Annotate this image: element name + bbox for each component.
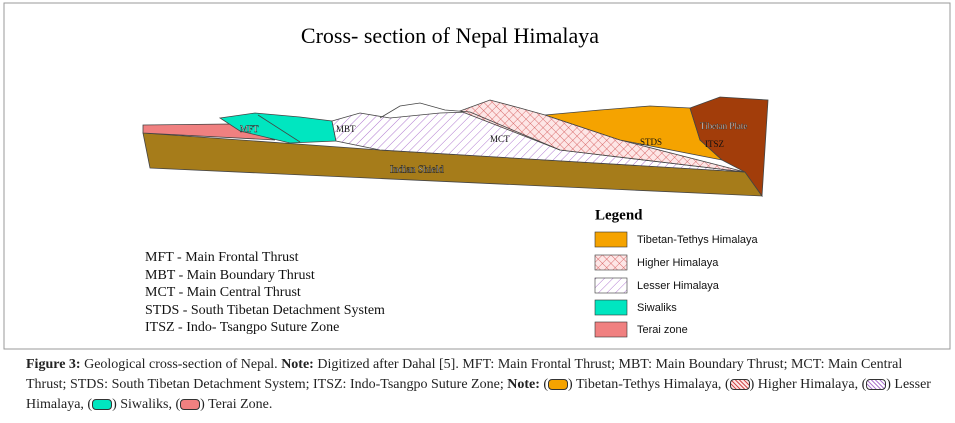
fault-line (257, 114, 301, 143)
abbreviation: STDS - South Tibetan Detachment System (145, 303, 385, 318)
fault-line (469, 111, 561, 151)
legend-label: Higher Himalaya (637, 257, 719, 269)
caption-key: ( ) Siwaliks, (87, 397, 172, 412)
section-label: STDS (640, 137, 662, 147)
caption-icon (180, 399, 201, 411)
tibetan-plate (689, 96, 769, 198)
legend-swatch (594, 277, 628, 294)
caption-key: ( ) Tibetan-Tethys Himalaya, (543, 377, 721, 392)
caption-icon (548, 379, 569, 391)
caption-text: Geological cross-section of Nepal. (84, 357, 278, 372)
figure-border (3, 2, 951, 350)
caption-key: ( ) Terai Zone. (175, 397, 272, 412)
legend-label: Lesser Himalaya (637, 280, 720, 292)
caption-key-text: ( (543, 377, 549, 392)
mountain-outline (379, 102, 471, 119)
caption-key-text: ( (175, 397, 181, 412)
abbreviation: MCT - Main Central Thrust (145, 285, 301, 300)
legend-label: Tibetan-Tethys Himalaya (637, 234, 759, 246)
caption-key: () Lesser Himalaya, (26, 377, 931, 412)
section-label: MCT (490, 134, 510, 144)
caption-icon (866, 379, 887, 391)
section-label: MBT (336, 124, 356, 134)
caption-icon (92, 399, 113, 411)
section-label: ITSZ (705, 139, 724, 149)
section-label: Tibetan Plate (700, 121, 747, 131)
legend-label: Siwaliks (637, 302, 677, 314)
caption-key-text: ( (861, 377, 867, 392)
caption-key-text: ) Lesser Himalaya, (26, 377, 931, 412)
legend-title: Legend (595, 207, 643, 223)
terai-zone (142, 123, 276, 141)
legend-label: Terai zone (637, 324, 688, 336)
caption-key-text: ) Terai Zone. (200, 397, 273, 412)
title: Cross- section of Nepal Himalaya (301, 23, 599, 48)
caption-label: Figure 3: (26, 357, 81, 372)
legend: Legend Tibetan-Tethys Himalaya Higher Hi… (594, 207, 759, 338)
abbreviation: MBT - Main Boundary Thrust (145, 268, 315, 283)
section-labels: MFT MBT MCT STDS ITSZ Tibetan Plate Indi… (240, 121, 748, 176)
caption-note-label: Note: (281, 357, 314, 372)
legend-swatch (594, 321, 628, 338)
abbreviation: MFT - Main Frontal Thrust (145, 250, 299, 265)
caption-key: ( ) Higher Himalaya, (725, 377, 858, 392)
caption: Figure 3: Geological cross-section of Ne… (26, 355, 941, 415)
caption-text: Digitized after Dahal [5]. MFT: Main Fro… (26, 357, 903, 392)
caption-key-text: ) Tibetan-Tethys Himalaya, (568, 377, 722, 392)
caption-key-text: ) Higher Himalaya, (749, 377, 859, 392)
caption-key-text: ( (87, 397, 93, 412)
abbreviation: ITSZ - Indo- Tsangpo Suture Zone (145, 320, 339, 335)
figure: Cross- section of Nepal Himalaya MFT MBT… (3, 2, 951, 350)
caption-note-label: Note: (507, 377, 540, 392)
abbreviations: MFT - Main Frontal Thrust MBT - Main Bou… (145, 250, 385, 335)
legend-swatch (594, 299, 628, 316)
legend-swatch (594, 231, 628, 248)
legend-swatch (594, 254, 628, 271)
section-label: MFT (240, 124, 259, 134)
section-label: Indian Shield (390, 164, 444, 175)
caption-key-text: ( (724, 377, 730, 392)
caption-icon (729, 379, 750, 391)
cross-section (142, 96, 769, 198)
caption-key-text: ) Siwaliks, (112, 397, 172, 412)
